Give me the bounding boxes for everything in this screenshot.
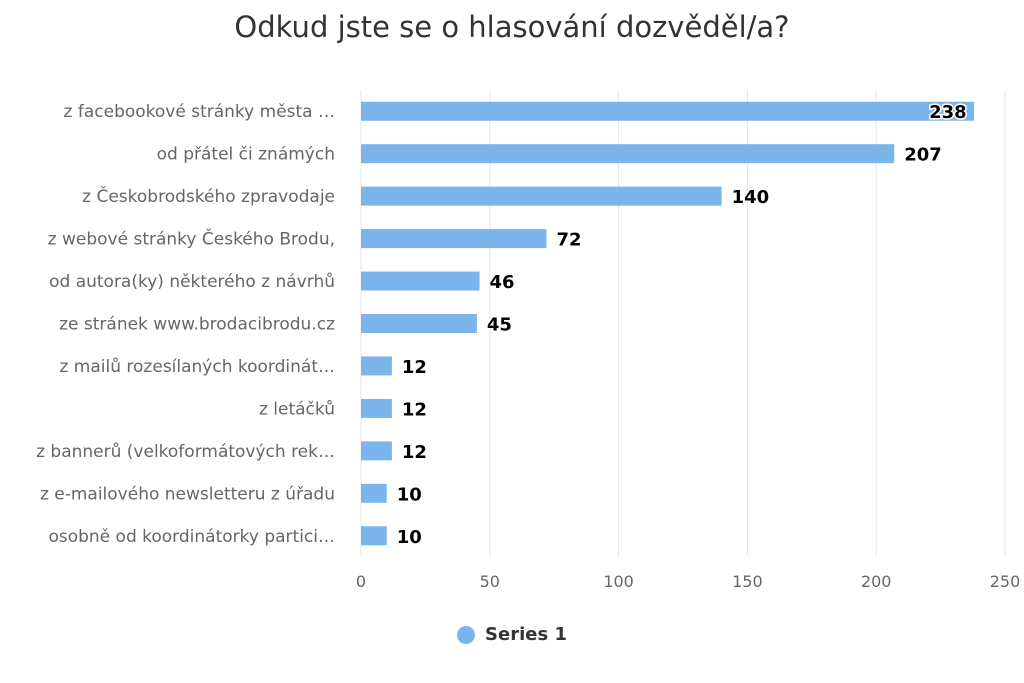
data-labels: 238 207 140 72 46 45 12 12 12 10 10 [395,101,968,550]
category-label: osobně od koordinátorky partici… [48,527,335,547]
bar[interactable] [361,356,392,376]
bar[interactable] [361,526,387,546]
bar[interactable] [361,398,392,418]
category-labels: z facebookové stránky města … od přátel č… [36,102,335,547]
chart-title: Odkud jste se o hlasování dozvěděl/a? [234,10,790,44]
bar[interactable] [361,483,387,503]
category-label: ze stránek www.brodacibrodu.cz [59,315,335,335]
data-label: 238 [929,102,967,123]
bar[interactable] [361,101,975,121]
data-label: 10 [397,527,422,548]
category-label: z bannerů (velkoformátových rek… [36,442,335,462]
category-label: z letáčků [259,399,335,419]
data-label: 207 [904,145,942,166]
category-label: z e-mailového newsletteru z úřadu [40,484,335,504]
legend-label: Series 1 [485,624,567,645]
bar[interactable] [361,186,722,206]
data-label: 72 [556,230,581,251]
bar[interactable] [361,144,895,164]
x-tick-label: 150 [732,572,763,591]
category-label: z Českobrodského zpravodaje [82,185,335,207]
data-label: 12 [402,357,427,378]
bar[interactable] [361,271,480,291]
category-label: od autora(ky) některého z návrhů [49,272,335,292]
data-label: 12 [402,399,427,420]
bar[interactable] [361,441,392,461]
data-label: 12 [402,442,427,463]
x-tick-label: 0 [356,572,366,591]
grid-lines [360,90,1006,557]
category-label: z facebookové stránky města … [64,102,335,122]
legend-marker [457,625,476,644]
data-label: 46 [489,272,514,293]
data-label: 10 [397,484,422,505]
legend[interactable]: Series 1 [0,624,1024,645]
data-label: 45 [487,315,512,336]
x-tick-label: 200 [861,572,892,591]
x-tick-label: 50 [480,572,500,591]
bar[interactable] [361,314,477,333]
x-tick-label: 100 [603,572,634,591]
category-label: z mailů rozesílaných koordinát… [59,357,335,377]
data-label: 140 [732,187,770,208]
x-tick-label: 250 [990,572,1021,591]
bars [361,101,975,546]
category-label: z webové stránky Českého Brodu, [48,228,335,250]
bar[interactable] [361,229,547,249]
category-label: od přátel či známých [157,145,335,165]
x-axis-tick-labels: 0 50 100 150 200 250 [356,572,1020,591]
